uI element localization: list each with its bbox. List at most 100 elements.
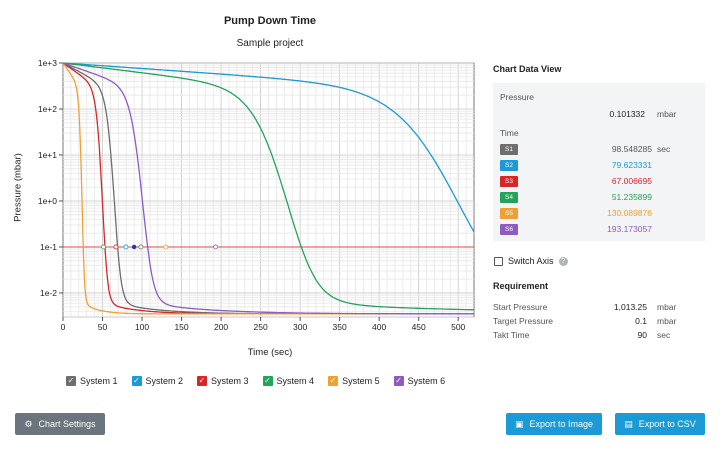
y-tick-label: 1e+2 [38, 104, 57, 114]
gear-icon: ⚙ [24, 418, 33, 429]
legend-item-system-4[interactable]: ✓ System 4 [262, 376, 315, 386]
x-tick-label: 50 [98, 322, 108, 332]
series-line-4 [62, 62, 474, 311]
requirement-value: 0.1 [635, 316, 647, 326]
y-tick-label: 1e+1 [38, 150, 57, 160]
legend-label: System 6 [407, 376, 446, 386]
chart-settings-button[interactable]: ⚙ Chart Settings [15, 413, 105, 435]
data-view-title: Chart Data View [493, 64, 562, 74]
export-csv-label: Export to CSV [638, 419, 696, 429]
requirement-label: Takt Time [493, 330, 530, 340]
series-target-point-2 [123, 244, 129, 250]
requirement-row-target-pressure: Target Pressure 0.1 mbar [493, 316, 705, 328]
image-icon: ▣ [514, 418, 524, 429]
switch-axis-checkbox[interactable] [494, 256, 503, 266]
requirement-unit: sec [657, 330, 671, 340]
legend-label: System 3 [211, 376, 249, 386]
series-chip: S2 [500, 160, 518, 171]
takt-time-marker [131, 244, 137, 250]
legend-label: System 2 [145, 376, 184, 386]
series-chip: S5 [500, 208, 518, 219]
x-tick-label: 100 [135, 322, 149, 332]
y-tick-label: 1e+3 [38, 58, 57, 68]
series-chip: S4 [500, 192, 518, 203]
time-value: 130.089876 [607, 208, 652, 218]
requirement-value: 1,013.25 [613, 302, 647, 312]
export-csv-button[interactable]: ▤ Export to CSV [615, 413, 705, 435]
check-icon[interactable]: ✓ [131, 376, 142, 386]
y-tick-label: 1e+0 [38, 196, 57, 206]
x-tick-label: 300 [293, 322, 307, 332]
time-row-s6: S6 193.173057 [500, 224, 700, 235]
series-line-2 [62, 62, 475, 233]
chart-subtitle: Sample project [236, 38, 304, 49]
export-image-label: Export to Image [529, 419, 594, 429]
y-tick-label: 1e-2 [40, 288, 57, 298]
export-image-button[interactable]: ▣ Export to Image [506, 413, 602, 435]
legend-label: System 5 [342, 376, 380, 386]
time-row-s3: S3 67.006695 [500, 176, 700, 187]
question-icon[interactable]: ? [558, 256, 568, 266]
time-value: 98.548285 [611, 144, 652, 154]
time-value: 51.235899 [611, 192, 652, 202]
legend-label: System 4 [276, 376, 315, 386]
x-tick-label: 200 [214, 322, 228, 332]
chart-title: Pump Down Time [223, 15, 317, 27]
pressure-unit: mbar [657, 109, 677, 119]
legend-item-system-5[interactable]: ✓ System 5 [328, 376, 380, 386]
y-axis-label: Pressure (mbar) [12, 153, 24, 222]
time-value: 79.623331 [611, 160, 652, 170]
time-row-s1: S1 98.548285 sec [500, 144, 700, 155]
time-label: Time [500, 128, 519, 138]
time-row-s4: S4 51.235899 [500, 192, 700, 203]
series-chip: S6 [500, 224, 518, 235]
time-row-s2: S2 79.623331 [500, 160, 700, 171]
check-icon[interactable]: ✓ [328, 376, 339, 386]
chart-data-view: Pressure 0.101332 mbar Time S1 98.548285… [493, 83, 705, 241]
pressure-label: Pressure [500, 92, 535, 102]
time-row-s5: S5 130.089876 [500, 208, 700, 219]
y-tick-label: 1e-1 [40, 242, 57, 252]
requirement-row-takt-time: Takt Time 90 sec [493, 330, 705, 342]
legend-item-system-1[interactable]: ✓ System 1 [66, 376, 118, 386]
legend-label: System 1 [80, 376, 118, 386]
requirement-title: Requirement [493, 281, 549, 291]
pump-down-chart: 0 50 100 150 200 250 300 350 400 450 500 1e+3 1e+2 1e… [38, 58, 475, 332]
chart-settings-label: Chart Settings [38, 419, 96, 429]
time-value: 193.173057 [607, 224, 652, 234]
series-line-6 [62, 62, 474, 315]
series-target-point-4 [101, 244, 106, 250]
series-chip: S3 [500, 176, 518, 187]
requirement-unit: mbar [657, 302, 677, 312]
check-icon[interactable]: ✓ [66, 376, 76, 386]
x-axis-label: Time (sec) [247, 347, 293, 358]
chart-legend: ✓ System 1 ✓ System 2 ✓ System 3 ✓ System 4 … [66, 376, 445, 386]
check-icon[interactable]: ✓ [197, 376, 208, 386]
x-tick-label: 400 [372, 322, 386, 332]
time-value: 67.006695 [611, 176, 652, 186]
time-unit: sec [657, 144, 671, 154]
pressure-value: 0.101332 [609, 109, 645, 119]
requirement-value: 90 [637, 330, 647, 340]
x-tick-label: 450 [412, 322, 426, 332]
legend-item-system-6[interactable]: ✓ System 6 [393, 376, 446, 386]
legend-item-system-3[interactable]: ✓ System 3 [197, 376, 249, 386]
series-target-point-5 [163, 244, 169, 250]
series-target-point-3 [113, 244, 119, 250]
x-tick-label: 0 [61, 322, 66, 332]
requirement-row-start-pressure: Start Pressure 1,013.25 mbar [493, 302, 705, 314]
x-tick-label: 250 [254, 322, 268, 332]
x-tick-label: 350 [333, 322, 347, 332]
series-target-point-1 [138, 244, 144, 250]
table-icon: ▤ [624, 418, 633, 429]
switch-axis-toggle[interactable]: Switch Axis ? [494, 256, 568, 266]
check-icon[interactable]: ✓ [393, 376, 404, 386]
switch-axis-label: Switch Axis [508, 256, 554, 266]
requirement-label: Start Pressure [493, 302, 548, 312]
x-tick-label: 150 [174, 322, 188, 332]
series-chip: S1 [500, 144, 518, 155]
series-target-point-6 [213, 244, 219, 250]
requirement-unit: mbar [657, 316, 677, 326]
check-icon[interactable]: ✓ [262, 376, 273, 386]
legend-item-system-2[interactable]: ✓ System 2 [131, 376, 184, 386]
